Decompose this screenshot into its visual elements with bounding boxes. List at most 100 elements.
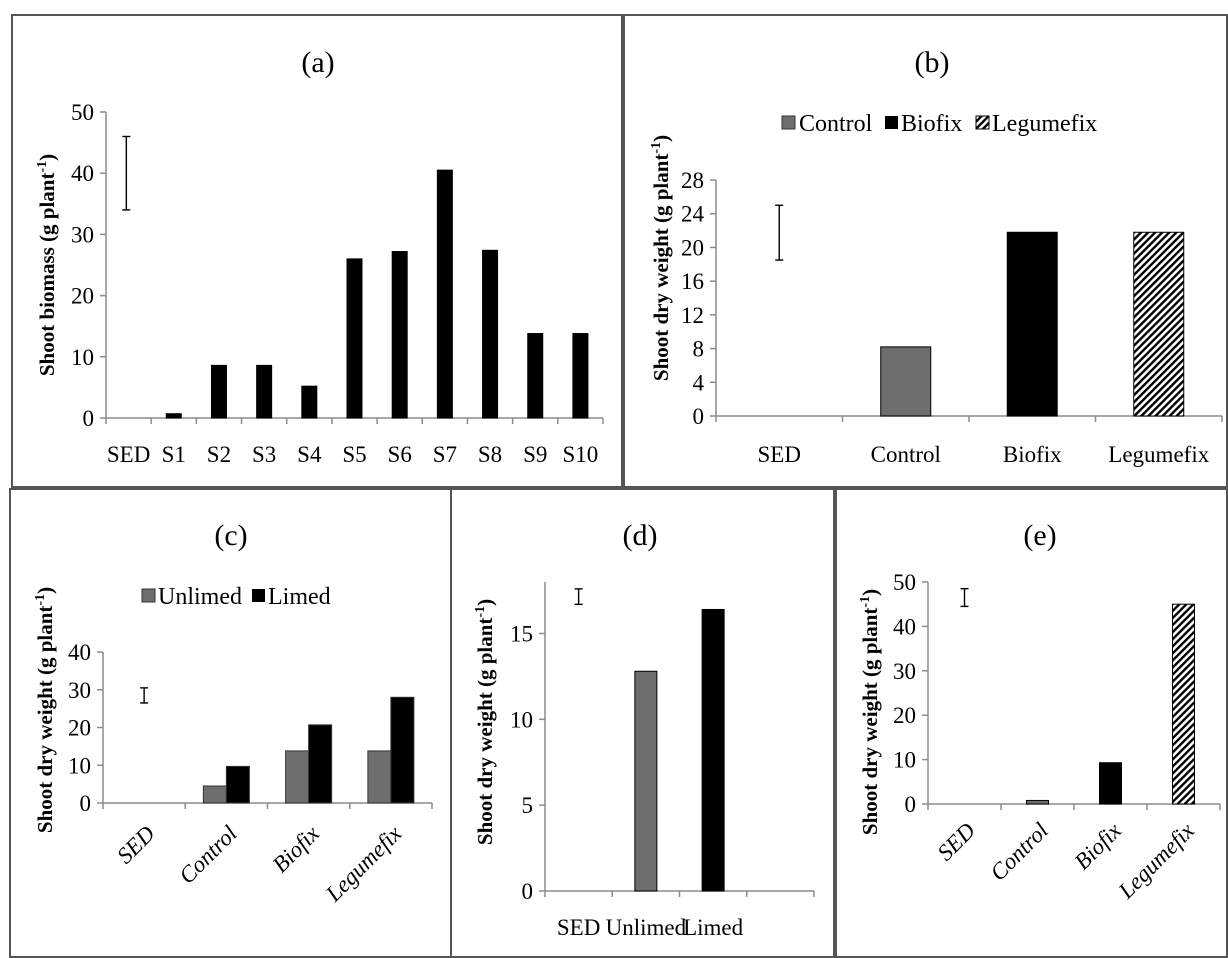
panel-b-y-tick-label: 16 bbox=[681, 269, 704, 294]
legend-label-unlimed: Unlimed bbox=[158, 584, 242, 610]
panel-c-bar-unlimed-legumefix bbox=[367, 750, 392, 804]
panel-e-y-tick-label: 0 bbox=[905, 792, 917, 817]
panel-b-border bbox=[623, 14, 1228, 488]
panel-a-bar-s4 bbox=[301, 385, 318, 419]
panel-a-y-tick-label: 50 bbox=[71, 100, 94, 125]
panel-a-x-tick-label: S4 bbox=[297, 442, 322, 467]
panel-d-y-tick-label: 10 bbox=[510, 707, 533, 732]
panel-b-legend: Control Biofix Legumefix bbox=[781, 111, 1097, 137]
panel-d-bar-unlimed bbox=[634, 670, 658, 892]
panel-a-bar-s8 bbox=[482, 249, 499, 419]
legend-label-biofix: Biofix bbox=[901, 111, 962, 137]
panel-a-y-tick-label: 30 bbox=[71, 222, 94, 247]
panel-c-y-tick-label: 0 bbox=[80, 791, 92, 816]
panel-e-y-tick-label: 30 bbox=[893, 659, 916, 684]
panel-e-bar-legumefix bbox=[1172, 603, 1195, 805]
panel-c-y-tick-label: 20 bbox=[68, 716, 91, 741]
panel-a-x-tick-label: SED bbox=[107, 442, 150, 467]
panel-d-y-tick-label: 15 bbox=[510, 622, 533, 647]
legend-swatch-biofix bbox=[885, 116, 898, 129]
panel-e-bar-control bbox=[1026, 799, 1049, 805]
panel-c-bar-limed-control bbox=[225, 765, 250, 804]
panel-d-x-tick-label: Limed bbox=[683, 915, 744, 940]
legend-label-legumefix: Legumefix bbox=[992, 111, 1097, 137]
panel-b-y-tick-label: 12 bbox=[681, 303, 704, 328]
legend-swatch-limed bbox=[252, 589, 265, 602]
panel-a-bar-s9 bbox=[527, 333, 544, 419]
panel-e-y-tick-label: 40 bbox=[893, 614, 916, 639]
panel-borders bbox=[9, 14, 1228, 958]
panel-c-title: (c) bbox=[214, 519, 247, 552]
panel-a-y-tick-label: 10 bbox=[71, 345, 94, 370]
panel-a-x-tick-label: S9 bbox=[523, 442, 547, 467]
panel-e-y-tick-label: 50 bbox=[893, 570, 916, 595]
panel-b-y-tick-label: 4 bbox=[693, 370, 705, 395]
panel-e-x-tick-label: Biofix bbox=[1070, 817, 1127, 874]
panel-d-ylabel: Shoot dry weight (g plant-1) bbox=[473, 599, 497, 845]
panel-b-x-tick-label: Control bbox=[871, 442, 941, 467]
panel-a-plot: 0 10 20 30 40 50 SED S1 S2 S3 S4 S5 S6 S7 S8 S9 S10 bbox=[71, 100, 604, 467]
panel-c-y-tick-label: 30 bbox=[68, 678, 91, 703]
panel-c-bar-unlimed-control bbox=[202, 785, 227, 804]
panel-b-title: (b) bbox=[915, 46, 950, 79]
panel-e-y-tick-label: 20 bbox=[893, 703, 916, 728]
panel-c-bar-unlimed-biofix bbox=[285, 750, 310, 804]
panel-a-y-tick-label: 0 bbox=[83, 406, 95, 431]
panel-a-bar-s7 bbox=[436, 169, 453, 419]
legend-label-limed: Limed bbox=[268, 584, 331, 610]
panel-b-y-tick-label: 0 bbox=[693, 404, 705, 429]
legend-swatch-legumefix bbox=[975, 115, 990, 130]
panel-d-x-tick-label: Unlimed bbox=[606, 915, 687, 940]
panel-c-bar-limed-legumefix bbox=[390, 696, 415, 804]
panel-e-y-tick-label: 10 bbox=[893, 748, 916, 773]
panel-a-bar-s10 bbox=[572, 333, 589, 419]
panel-a-x-tick-label: S10 bbox=[563, 442, 599, 467]
panel-d-x-tick-label: SED bbox=[557, 915, 600, 940]
panel-c-y-tick-label: 10 bbox=[68, 753, 91, 778]
panel-b-y-tick-label: 28 bbox=[681, 168, 704, 193]
panel-d-y-tick-label: 5 bbox=[522, 793, 534, 818]
panel-d-bar-limed bbox=[701, 608, 725, 892]
panel-c-bar-limed-biofix bbox=[308, 724, 333, 804]
panel-b-bar-control bbox=[880, 346, 932, 417]
panel-a-y-tick-label: 20 bbox=[71, 284, 94, 309]
panel-a-x-tick-label: S1 bbox=[162, 442, 186, 467]
panel-a-bar-s1 bbox=[165, 413, 182, 419]
panel-c-x-tick-label: Legumefix bbox=[320, 820, 407, 907]
panel-e-bar-biofix bbox=[1099, 762, 1122, 805]
panel-a-bar-s6 bbox=[391, 251, 408, 419]
panel-b-y-tick-label: 24 bbox=[681, 202, 705, 227]
panel-b-x-tick-label: SED bbox=[758, 442, 801, 467]
panel-b-x-tick-label: Legumefix bbox=[1108, 442, 1209, 467]
panel-b-x-tick-label: Biofix bbox=[1003, 442, 1062, 467]
panel-b-y-tick-label: 20 bbox=[681, 235, 704, 260]
panel-d-y-tick-label: 0 bbox=[522, 879, 534, 904]
panel-d-border bbox=[450, 488, 835, 958]
legend-swatch-unlimed bbox=[141, 588, 156, 603]
panel-e-ylabel: Shoot dry weight (g plant-1) bbox=[858, 589, 882, 835]
panel-d-title: (d) bbox=[623, 519, 658, 552]
panel-a-border bbox=[11, 14, 623, 488]
panel-a-ylabel: Shoot biomass (g plant-1) bbox=[35, 154, 59, 376]
panel-b-ylabel: Shoot dry weight (g plant-1) bbox=[649, 135, 673, 381]
panel-a-y-tick-label: 40 bbox=[71, 161, 94, 186]
panel-e-title: (e) bbox=[1023, 519, 1056, 552]
panel-a-bar-s3 bbox=[256, 364, 273, 419]
panel-b-plot: 0 4 8 12 16 20 24 28 SED Control Biofix Legumefix bbox=[681, 168, 1223, 467]
panel-a-x-tick-label: S2 bbox=[207, 442, 231, 467]
panel-e-border bbox=[835, 488, 1228, 958]
panel-a-x-tick-label: S7 bbox=[433, 442, 457, 467]
panel-b-bar-biofix bbox=[1006, 231, 1058, 417]
legend-swatch-control bbox=[781, 115, 796, 130]
panel-e-x-tick-label: Control bbox=[985, 818, 1053, 886]
panel-a-x-tick-label: S6 bbox=[388, 442, 412, 467]
legend-label-control: Control bbox=[799, 111, 873, 137]
panel-c-x-tick-label: SED bbox=[112, 821, 160, 869]
panel-e-x-tick-label: Legumefix bbox=[1113, 817, 1200, 904]
panel-c-y-tick-label: 40 bbox=[68, 640, 91, 665]
panel-b-y-tick-label: 8 bbox=[693, 337, 705, 362]
